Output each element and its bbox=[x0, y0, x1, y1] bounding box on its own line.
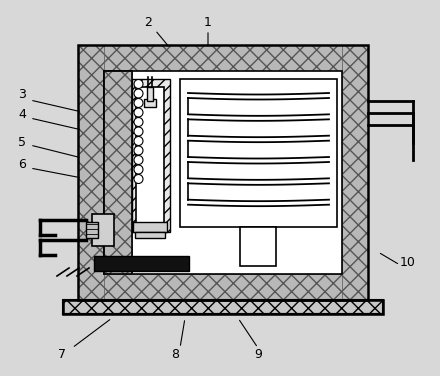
Circle shape bbox=[134, 174, 143, 183]
Bar bbox=[78, 274, 368, 300]
Text: 10: 10 bbox=[400, 256, 416, 268]
Text: 1: 1 bbox=[204, 15, 212, 29]
Bar bbox=[135, 232, 165, 238]
Circle shape bbox=[134, 89, 143, 98]
Bar bbox=[104, 71, 132, 274]
Bar bbox=[86, 222, 98, 238]
Text: 6: 6 bbox=[18, 159, 26, 171]
Text: 7: 7 bbox=[58, 349, 66, 361]
Bar bbox=[240, 227, 276, 266]
Bar bbox=[78, 45, 104, 300]
Bar bbox=[78, 45, 368, 71]
Circle shape bbox=[134, 79, 143, 88]
Bar bbox=[136, 87, 164, 230]
Bar bbox=[147, 87, 153, 101]
Text: 2: 2 bbox=[144, 15, 152, 29]
Circle shape bbox=[134, 99, 143, 108]
Text: 3: 3 bbox=[18, 88, 26, 102]
Text: 8: 8 bbox=[171, 349, 179, 361]
Circle shape bbox=[134, 165, 143, 174]
Text: 5: 5 bbox=[18, 135, 26, 149]
Text: 4: 4 bbox=[18, 109, 26, 121]
Bar bbox=[133, 222, 167, 232]
Bar bbox=[78, 45, 368, 300]
Circle shape bbox=[134, 108, 143, 117]
Circle shape bbox=[134, 136, 143, 146]
Bar bbox=[104, 71, 132, 274]
Bar bbox=[104, 71, 342, 274]
Bar bbox=[94, 256, 189, 271]
Circle shape bbox=[134, 156, 143, 165]
Bar bbox=[63, 300, 383, 314]
Text: 9: 9 bbox=[254, 349, 262, 361]
Bar bbox=[342, 45, 368, 300]
Bar bbox=[92, 214, 114, 246]
Circle shape bbox=[134, 146, 143, 155]
Bar bbox=[63, 300, 383, 314]
Bar bbox=[144, 99, 156, 107]
Circle shape bbox=[134, 127, 143, 136]
Bar bbox=[132, 79, 170, 232]
Circle shape bbox=[134, 117, 143, 126]
Bar bbox=[180, 79, 337, 227]
